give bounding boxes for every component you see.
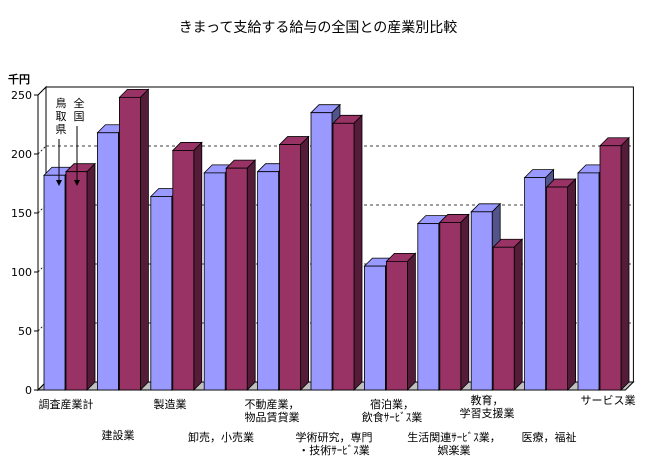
x-tick-label: 飲食ｻｰﾋﾞｽ業 bbox=[362, 410, 423, 424]
bar bbox=[119, 96, 141, 391]
legend-label-char: 県 bbox=[56, 123, 67, 136]
x-tick-label: サービス業 bbox=[581, 394, 636, 407]
bar bbox=[225, 167, 248, 391]
legend-label-char: 鳥 bbox=[56, 96, 67, 110]
legend-arrowhead bbox=[56, 180, 62, 186]
y-tick-label: 100 bbox=[11, 266, 32, 279]
bar bbox=[203, 172, 226, 391]
gridline-side bbox=[37, 86, 47, 96]
y-tick-label: 150 bbox=[11, 207, 32, 220]
bar bbox=[599, 145, 622, 391]
bar bbox=[470, 211, 493, 391]
bar bbox=[310, 112, 333, 391]
y-axis-unit: 千円 bbox=[8, 72, 30, 86]
bar-side bbox=[86, 162, 96, 391]
bar bbox=[332, 122, 355, 391]
x-tick-label: 生活関連ｻｰﾋﾞｽ業， bbox=[407, 430, 501, 444]
bar-side bbox=[460, 213, 470, 391]
bar bbox=[257, 171, 280, 391]
x-tick-label: 娯楽業 bbox=[438, 443, 471, 457]
x-tick-label: 医療，福祉 bbox=[522, 430, 577, 444]
bar-side bbox=[567, 178, 576, 391]
legend-arrowhead bbox=[74, 180, 80, 186]
bar-side bbox=[353, 114, 363, 391]
x-tick-label: 宿泊業， bbox=[370, 397, 414, 411]
x-tick-label: 卸売，小売業 bbox=[188, 430, 254, 444]
bar-side bbox=[139, 88, 149, 391]
x-tick-label: 物品賃貸業 bbox=[245, 410, 300, 424]
bar bbox=[492, 246, 515, 391]
gridline-side bbox=[37, 145, 47, 155]
bar bbox=[417, 223, 440, 391]
legend-label-char: 国 bbox=[74, 110, 85, 123]
bar-side bbox=[406, 252, 416, 391]
bar-side bbox=[300, 135, 310, 391]
x-tick-label: 学習支援業 bbox=[460, 406, 515, 420]
y-tick-label: 200 bbox=[11, 148, 32, 161]
legend-label-char: 全 bbox=[74, 96, 85, 110]
bar bbox=[150, 196, 173, 391]
legend-label-char: 取 bbox=[56, 110, 67, 123]
x-tick-label: 建設業 bbox=[102, 428, 135, 442]
bar bbox=[363, 265, 386, 391]
x-tick-label: ・技術ｻｰﾋﾞｽ業 bbox=[298, 444, 370, 457]
y-tick-label: 0 bbox=[25, 384, 32, 397]
bar bbox=[172, 150, 195, 391]
bar-side bbox=[193, 141, 203, 391]
bar bbox=[546, 186, 568, 391]
bar bbox=[524, 177, 546, 391]
bar bbox=[577, 172, 600, 391]
x-tick-label: 教育， bbox=[471, 393, 504, 407]
bar bbox=[279, 144, 302, 391]
bar bbox=[97, 132, 119, 391]
y-tick-label: 50 bbox=[18, 325, 32, 338]
x-tick-label: 調査産業計 bbox=[39, 397, 94, 411]
x-tick-label: 不動産業， bbox=[245, 397, 300, 411]
bar-side bbox=[620, 136, 630, 391]
x-tick-label: 学術研究，専門 bbox=[296, 430, 373, 444]
bar bbox=[43, 174, 66, 391]
bar bbox=[439, 222, 462, 391]
bar-side bbox=[246, 159, 256, 391]
bar bbox=[65, 171, 88, 391]
y-tick-label: 250 bbox=[11, 89, 32, 102]
chart-title: きまって支給する給与の全国との産業別比較 bbox=[179, 19, 458, 36]
x-tick-label: 製造業 bbox=[154, 397, 187, 411]
bar bbox=[385, 260, 408, 391]
bar-side bbox=[513, 238, 523, 391]
